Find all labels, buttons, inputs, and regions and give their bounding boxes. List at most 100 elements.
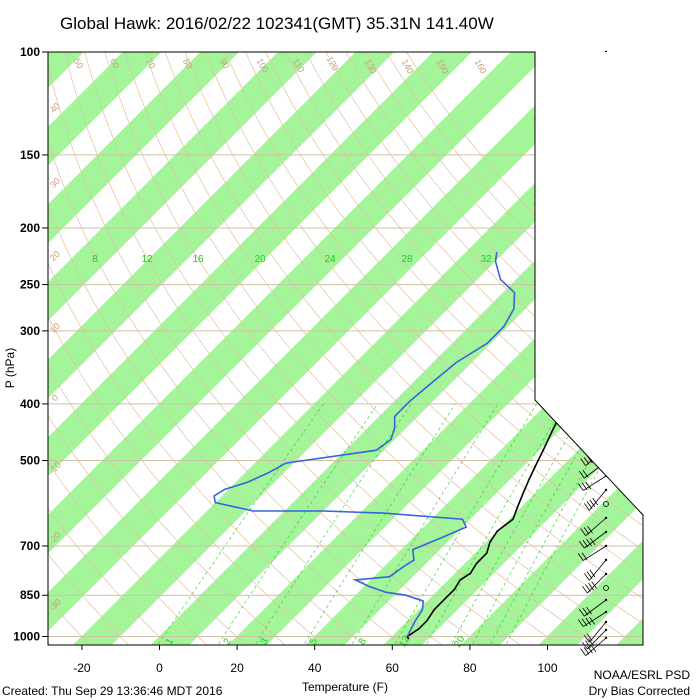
dry-adiabat xyxy=(325,52,643,409)
dry-adiabat-label: 50 xyxy=(72,57,86,71)
isotherm-band xyxy=(48,52,162,166)
dry-adiabat-label: 70 xyxy=(144,57,158,71)
wind-barb xyxy=(577,544,608,561)
created-timestamp: Created: Thu Sep 29 13:36:46 MDT 2016 xyxy=(2,684,223,698)
pressure-tick-label: 300 xyxy=(20,324,40,338)
isotherm-band xyxy=(48,52,472,476)
mixing-ratio-label: 8 xyxy=(357,636,370,647)
wind-barb xyxy=(582,628,608,650)
dry-adiabat xyxy=(84,52,560,645)
mixing-ratio-label: 2 xyxy=(222,636,235,647)
pressure-axis: 100 150 200 250 300 400 500 700 850 1000 xyxy=(13,45,48,644)
isotherm-label: 10 xyxy=(48,321,62,335)
isotherm-label: 20 xyxy=(48,249,62,263)
dry-adiabat xyxy=(204,52,643,551)
y-axis-label: P (hPa) xyxy=(3,348,17,388)
temperature-tick-label: -20 xyxy=(73,661,91,675)
plot-frame xyxy=(47,51,644,646)
dry-adiabat xyxy=(64,52,521,645)
isotherm-band xyxy=(48,52,84,88)
isotherm-band xyxy=(538,540,643,645)
mixing-ratio-line xyxy=(450,403,588,645)
pressure-tick-label: 700 xyxy=(20,539,40,553)
isotherm-label: 30 xyxy=(48,176,62,190)
wind-barb xyxy=(582,572,608,594)
dry-adiabat xyxy=(184,52,643,575)
x-axis-label: Temperature (F) xyxy=(302,680,388,694)
mixing-ratio-label: 12 xyxy=(141,254,153,265)
wind-barb xyxy=(603,585,609,591)
isotherm-band xyxy=(48,52,550,554)
isotherm-band xyxy=(48,52,628,632)
isotherm-band xyxy=(150,152,643,645)
mixing-ratio-label: 1 xyxy=(164,636,177,647)
temperature-tick-label: 60 xyxy=(386,661,400,675)
wind-barb xyxy=(583,488,608,511)
dry-adiabat xyxy=(48,553,129,645)
dry-adiabat xyxy=(48,366,286,645)
isotherm-band xyxy=(48,52,395,399)
dry-adiabat xyxy=(265,52,643,479)
temperature-tick-label: 40 xyxy=(308,661,322,675)
mixing-ratio-line xyxy=(505,403,636,645)
dry-adiabat-label: 160 xyxy=(473,57,489,75)
mixing-ratio-label: 16 xyxy=(192,254,204,265)
mixing-ratio-line xyxy=(217,403,378,645)
pressure-tick-label: 850 xyxy=(20,588,40,602)
pressure-tick-label: 100 xyxy=(20,45,40,59)
isotherm-band xyxy=(616,618,643,645)
chart-title: Global Hawk: 2016/02/22 102341(GMT) 35.3… xyxy=(60,14,494,33)
dry-adiabat xyxy=(48,415,247,645)
credit-line-1: NOAA/ESRL PSD xyxy=(594,668,691,682)
credit-line-2: Dry Bias Corrected xyxy=(589,684,690,698)
wind-barb xyxy=(583,620,608,643)
dry-adiabat xyxy=(48,64,482,645)
isotherm-band xyxy=(383,385,643,645)
wind-barb xyxy=(603,501,609,507)
plot-right-mask xyxy=(535,52,700,400)
wind-barb xyxy=(578,598,608,617)
mixing-ratio-label: 24 xyxy=(324,254,336,265)
mixing-ratio-label: 8 xyxy=(92,254,98,265)
wind-barb xyxy=(580,636,608,656)
temperature-profile xyxy=(406,251,643,640)
dry-adiabat xyxy=(48,598,90,645)
temperature-axis: -20 0 20 40 60 80 100 xyxy=(73,645,558,675)
mixing-ratio-line xyxy=(351,403,499,645)
pressure-tick-label: 400 xyxy=(20,397,40,411)
dry-adiabat xyxy=(48,204,404,645)
mixing-ratio-label: 20 xyxy=(254,254,266,265)
mixing-ratio-line xyxy=(157,403,324,645)
isotherm-label: 0 xyxy=(50,393,61,404)
dry-adiabat xyxy=(144,52,643,624)
pressure-tick-label: 500 xyxy=(20,454,40,468)
pressure-tick-label: 1000 xyxy=(13,630,40,644)
dry-adiabat xyxy=(104,52,600,645)
mixing-ratio-label: 3 xyxy=(259,636,272,647)
wind-barb xyxy=(578,530,608,549)
wind-barb xyxy=(583,558,608,581)
mixing-ratio-line xyxy=(489,403,622,645)
isotherm-band xyxy=(48,52,317,321)
temperature-tick-label: 0 xyxy=(156,661,163,675)
isotherm-band xyxy=(460,462,643,645)
dry-adiabat xyxy=(285,52,643,455)
pressure-tick-label: 200 xyxy=(20,221,40,235)
dry-adiabat xyxy=(48,262,365,645)
mixing-ratio-line xyxy=(471,403,607,645)
dewpoint-profile xyxy=(213,251,516,637)
isotherm-band xyxy=(48,52,240,244)
temperature-tick-label: 20 xyxy=(230,661,244,675)
mixing-ratio-label: 5 xyxy=(308,636,321,647)
wind-barb xyxy=(580,516,608,536)
mixing-ratio-label: 28 xyxy=(401,254,413,265)
pressure-tick-label: 250 xyxy=(20,278,40,292)
dry-adiabat xyxy=(225,52,643,527)
temperature-tick-label: 100 xyxy=(537,661,557,675)
isotherm-label: 40 xyxy=(48,101,62,115)
mixing-ratio-lines xyxy=(157,403,636,645)
profile-lines xyxy=(213,251,643,640)
pressure-tick-label: 150 xyxy=(20,148,40,162)
plot-right-mask-lower xyxy=(535,400,700,645)
dry-adiabat xyxy=(164,52,643,600)
